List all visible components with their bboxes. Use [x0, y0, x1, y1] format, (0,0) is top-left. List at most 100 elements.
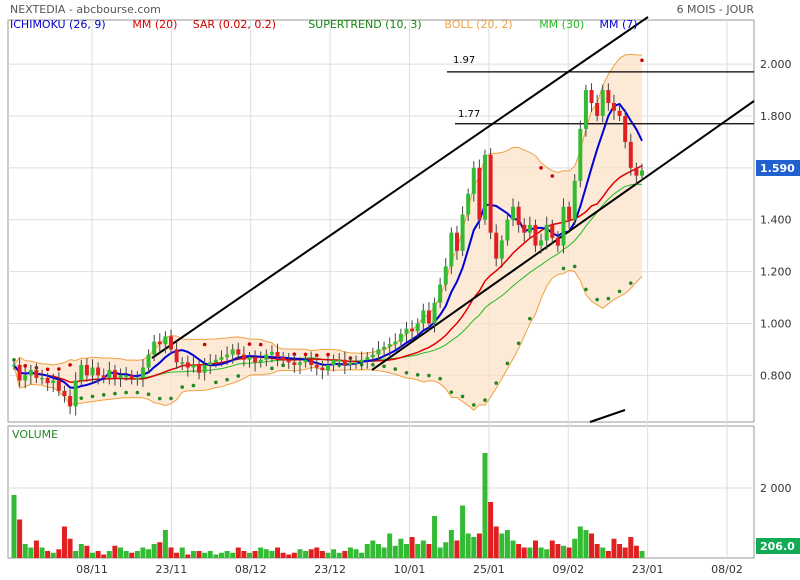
- volume-bar: [443, 542, 449, 558]
- sar-dot: [258, 342, 263, 347]
- volume-bar: [448, 530, 454, 558]
- volume-bar: [600, 547, 606, 558]
- volume-bar: [78, 544, 84, 558]
- volume-bar: [426, 544, 432, 558]
- candle-body: [466, 193, 471, 215]
- volume-bar: [241, 551, 247, 558]
- volume-bar: [465, 533, 471, 558]
- legend-item-3: SAR (0.02, 0.2): [193, 18, 276, 31]
- candle-body: [297, 362, 302, 365]
- date-axis: 08/11 23/11 08/12 23/12 10/01 25/01 09/02 23/01…: [76, 563, 743, 576]
- candle-body: [376, 349, 381, 355]
- volume-bar: [39, 547, 45, 558]
- volume-bar: [140, 547, 146, 558]
- volume-bar: [61, 526, 67, 558]
- candle-body: [606, 90, 611, 103]
- volume-bar: [179, 547, 185, 558]
- volume-bar: [157, 542, 163, 558]
- candles: [12, 83, 644, 416]
- volume-bar: [488, 502, 494, 558]
- sar-dot: [572, 264, 577, 269]
- candle-body: [213, 359, 218, 363]
- volume-panel-label: VOLUME: [12, 428, 58, 441]
- candle-body: [640, 170, 644, 176]
- candle-body: [555, 237, 560, 246]
- candle-body: [410, 328, 415, 332]
- sar-dot: [584, 287, 588, 292]
- sar-dot: [404, 370, 409, 375]
- candle-body: [219, 357, 224, 360]
- volume-bar: [359, 552, 365, 558]
- legend-item-7: MM (7): [600, 18, 638, 31]
- sar-dot: [371, 362, 375, 367]
- sar-dot: [247, 342, 252, 346]
- volume-bar: [303, 551, 309, 558]
- candle-body: [595, 102, 600, 116]
- volume-bar: [370, 540, 376, 558]
- price-tick-label: 1.200: [760, 266, 792, 279]
- sar-dot: [393, 367, 398, 371]
- candle-body: [146, 354, 151, 368]
- candle-body: [572, 180, 577, 220]
- volume-bar: [561, 545, 566, 558]
- candle-body: [124, 375, 129, 377]
- volume-bar: [218, 552, 224, 558]
- candle-body: [140, 367, 145, 378]
- sar-dot: [415, 373, 420, 377]
- candle-body: [84, 364, 89, 376]
- candle-body: [488, 154, 493, 233]
- candle-body: [253, 357, 258, 363]
- sar-dot: [57, 367, 61, 371]
- sar-dot: [539, 166, 543, 170]
- volume-bar: [611, 538, 617, 558]
- sar-dot: [270, 366, 274, 371]
- volume-bar: [633, 545, 639, 558]
- volume-bar: [269, 551, 275, 558]
- date-tick-label: 10/01: [394, 563, 426, 576]
- volume-bar: [331, 549, 337, 558]
- volume-bar: [347, 547, 353, 558]
- volume-bar: [280, 552, 286, 558]
- candle-body: [28, 370, 33, 376]
- candle-body: [169, 336, 173, 350]
- candle-body: [68, 396, 73, 407]
- candle-body: [600, 90, 605, 116]
- volume-bar: [566, 547, 572, 558]
- candle-body: [197, 364, 202, 373]
- candle-body: [90, 367, 95, 376]
- candle-body: [337, 359, 342, 362]
- sar-dot: [550, 174, 555, 178]
- volume-bar: [420, 540, 426, 558]
- volume-bar: [589, 533, 595, 558]
- sar-dot: [595, 297, 599, 302]
- date-tick-label: 25/01: [473, 563, 505, 576]
- candle-body: [342, 359, 347, 365]
- candle-body: [432, 302, 437, 324]
- sar-dot: [281, 363, 285, 368]
- candle-body: [23, 375, 28, 381]
- volume-bar: [392, 545, 398, 558]
- candle-body: [247, 357, 252, 360]
- candle-body: [275, 351, 280, 358]
- sar-dot: [202, 342, 207, 347]
- sar-dot: [617, 289, 622, 294]
- candle-body: [309, 359, 314, 365]
- candle-body: [34, 370, 39, 378]
- candle-body: [359, 359, 364, 363]
- candle-body: [73, 380, 78, 407]
- volume-bar: [544, 549, 550, 558]
- volume-bar: [577, 526, 583, 558]
- candle-body: [589, 90, 594, 103]
- volume-bar: [409, 537, 415, 558]
- volume-bars: [11, 453, 645, 558]
- volume-bar: [437, 547, 443, 558]
- date-tick-label: 08/11: [76, 563, 108, 576]
- sar-dot: [23, 364, 28, 368]
- volume-bar: [583, 530, 589, 558]
- volume-bar: [499, 533, 505, 558]
- sar-dot: [191, 383, 196, 388]
- volume-bar: [314, 547, 320, 558]
- volume-bar: [151, 544, 157, 558]
- candle-body: [152, 341, 157, 355]
- volume-bar: [73, 551, 79, 558]
